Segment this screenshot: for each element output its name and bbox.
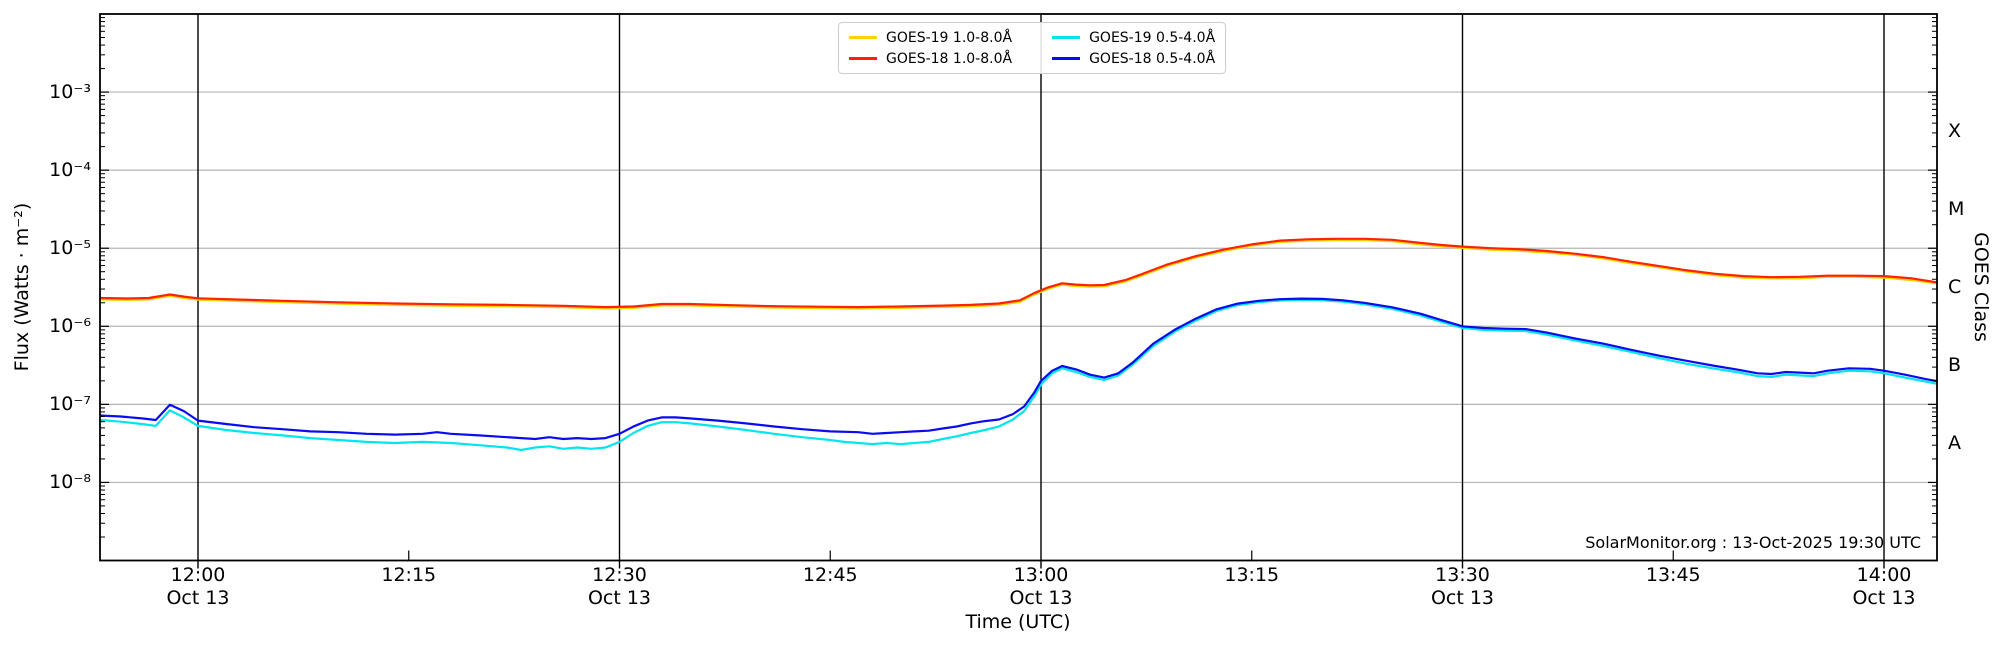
x-tick-label: 12:15 bbox=[381, 564, 437, 586]
legend-label: GOES-19 1.0-8.0Å bbox=[886, 29, 1013, 46]
legend-label: GOES-18 0.5-4.0Å bbox=[1089, 50, 1216, 67]
series-line-goes-18-0-5-4-0- bbox=[100, 297, 1937, 441]
y-tick-label: 10⁻⁸ bbox=[49, 471, 91, 494]
x-tick-label: 13:45 bbox=[1645, 564, 1701, 586]
x-tick-day-label: Oct 13 bbox=[1009, 587, 1073, 609]
x-tick-label: 12:45 bbox=[802, 564, 858, 586]
series-line-goes-19-0-5-4-0- bbox=[100, 298, 1937, 452]
goes-class-letter-b: B bbox=[1948, 354, 1962, 377]
goes-class-letter-m: M bbox=[1948, 198, 1965, 221]
legend-item-goes19-long: GOES-19 1.0-8.0Å bbox=[849, 28, 1012, 47]
watermark-solarmonitor: SolarMonitor.org : 13-Oct-2025 19:30 UTC bbox=[1585, 533, 1921, 552]
x-tick-day-label: Oct 13 bbox=[1852, 587, 1916, 609]
y-tick-label: 10⁻³ bbox=[49, 81, 91, 104]
legend-line-swatch-yellow bbox=[849, 36, 877, 39]
x-tick-label: 12:30 bbox=[592, 564, 647, 586]
x-tick-label: 14:00 bbox=[1856, 564, 1912, 586]
x-tick-day-label: Oct 13 bbox=[1430, 587, 1495, 609]
y-tick-label: 10⁻⁶ bbox=[49, 315, 91, 338]
legend-item-goes18-long: GOES-18 1.0-8.0Å bbox=[849, 49, 1012, 68]
legend-label: GOES-18 1.0-8.0Å bbox=[886, 50, 1013, 67]
x-axis-label-time: Time (UTC) bbox=[965, 611, 1071, 633]
legend-label: GOES-19 0.5-4.0Å bbox=[1089, 29, 1216, 46]
goes-class-letter-a: A bbox=[1948, 432, 1961, 455]
x-tick-day-label: Oct 13 bbox=[587, 587, 652, 609]
legend-item-goes18-short: GOES-18 0.5-4.0Å bbox=[1052, 49, 1215, 68]
y-axis-label-flux: Flux (Watts · m⁻²) bbox=[11, 202, 33, 372]
goes-class-letter-x: X bbox=[1948, 120, 1962, 143]
series-line-goes-18-1-0-8-0- bbox=[100, 237, 1937, 309]
x-tick-label: 13:15 bbox=[1224, 564, 1280, 586]
y-tick-label: 10⁻⁴ bbox=[49, 159, 91, 182]
legend: GOES-19 1.0-8.0Å GOES-19 0.5-4.0Å GOES-1… bbox=[838, 22, 1227, 74]
y-tick-label: 10⁻⁷ bbox=[49, 393, 91, 416]
goes-class-letter-c: C bbox=[1948, 276, 1962, 299]
series-line-goes-19-1-0-8-0- bbox=[100, 239, 1937, 310]
legend-line-swatch-blue bbox=[1052, 57, 1081, 60]
x-tick-label: 13:00 bbox=[1013, 564, 1069, 586]
x-tick-label: 13:30 bbox=[1435, 564, 1490, 586]
legend-item-goes19-short: GOES-19 0.5-4.0Å bbox=[1052, 28, 1215, 47]
y-tick-label: 10⁻⁵ bbox=[49, 237, 91, 260]
legend-line-swatch-cyan bbox=[1052, 36, 1081, 39]
y-axis-label-goes-class: GOES Class bbox=[1970, 232, 1992, 342]
legend-line-swatch-red bbox=[849, 57, 877, 60]
x-tick-day-label: Oct 13 bbox=[166, 587, 230, 609]
x-tick-label: 12:00 bbox=[170, 564, 226, 586]
